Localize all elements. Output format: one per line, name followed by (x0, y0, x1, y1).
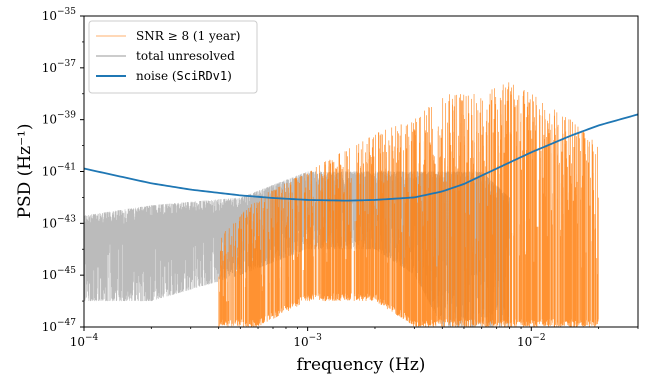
y-axis-label: PSD (Hz⁻¹) (15, 124, 35, 219)
x-tick-label: 10−2 (517, 333, 546, 349)
axes: 10−4 10−3 10−2 10−47 10−45 10−43 10−41 10−39 10−… (42, 7, 639, 349)
y-tick-label: 10−45 (42, 266, 77, 282)
series-noise-scirdv1 (84, 113, 638, 202)
legend-label-noise: noise (SciRDv1) (136, 69, 232, 83)
legend-label-noise-prefix: noise ( (136, 69, 177, 83)
x-tick-label: 10−4 (70, 333, 99, 349)
series-snr-above-8 (218, 82, 599, 327)
y-tick-label: 10−43 (42, 214, 77, 230)
y-tick-label: 10−37 (42, 59, 77, 75)
legend-label-noise-code: SciRDv1 (177, 69, 228, 83)
legend-label-unresolved: total unresolved (136, 49, 235, 63)
y-tick-label: 10−47 (42, 318, 77, 334)
plot-area (84, 82, 638, 327)
y-tick-label: 10−35 (42, 7, 77, 23)
y-tick-label: 10−39 (42, 111, 77, 127)
x-tick-label: 10−3 (293, 333, 322, 349)
legend-label-noise-suffix: ) (227, 69, 232, 83)
legend: SNR ≥ 8 (1 year) total unresolved noise … (88, 20, 258, 94)
x-axis-label: frequency (Hz) (297, 355, 426, 375)
legend-label-snr: SNR ≥ 8 (1 year) (136, 29, 240, 43)
legend-box (88, 20, 258, 94)
y-tick-label: 10−41 (42, 163, 76, 179)
